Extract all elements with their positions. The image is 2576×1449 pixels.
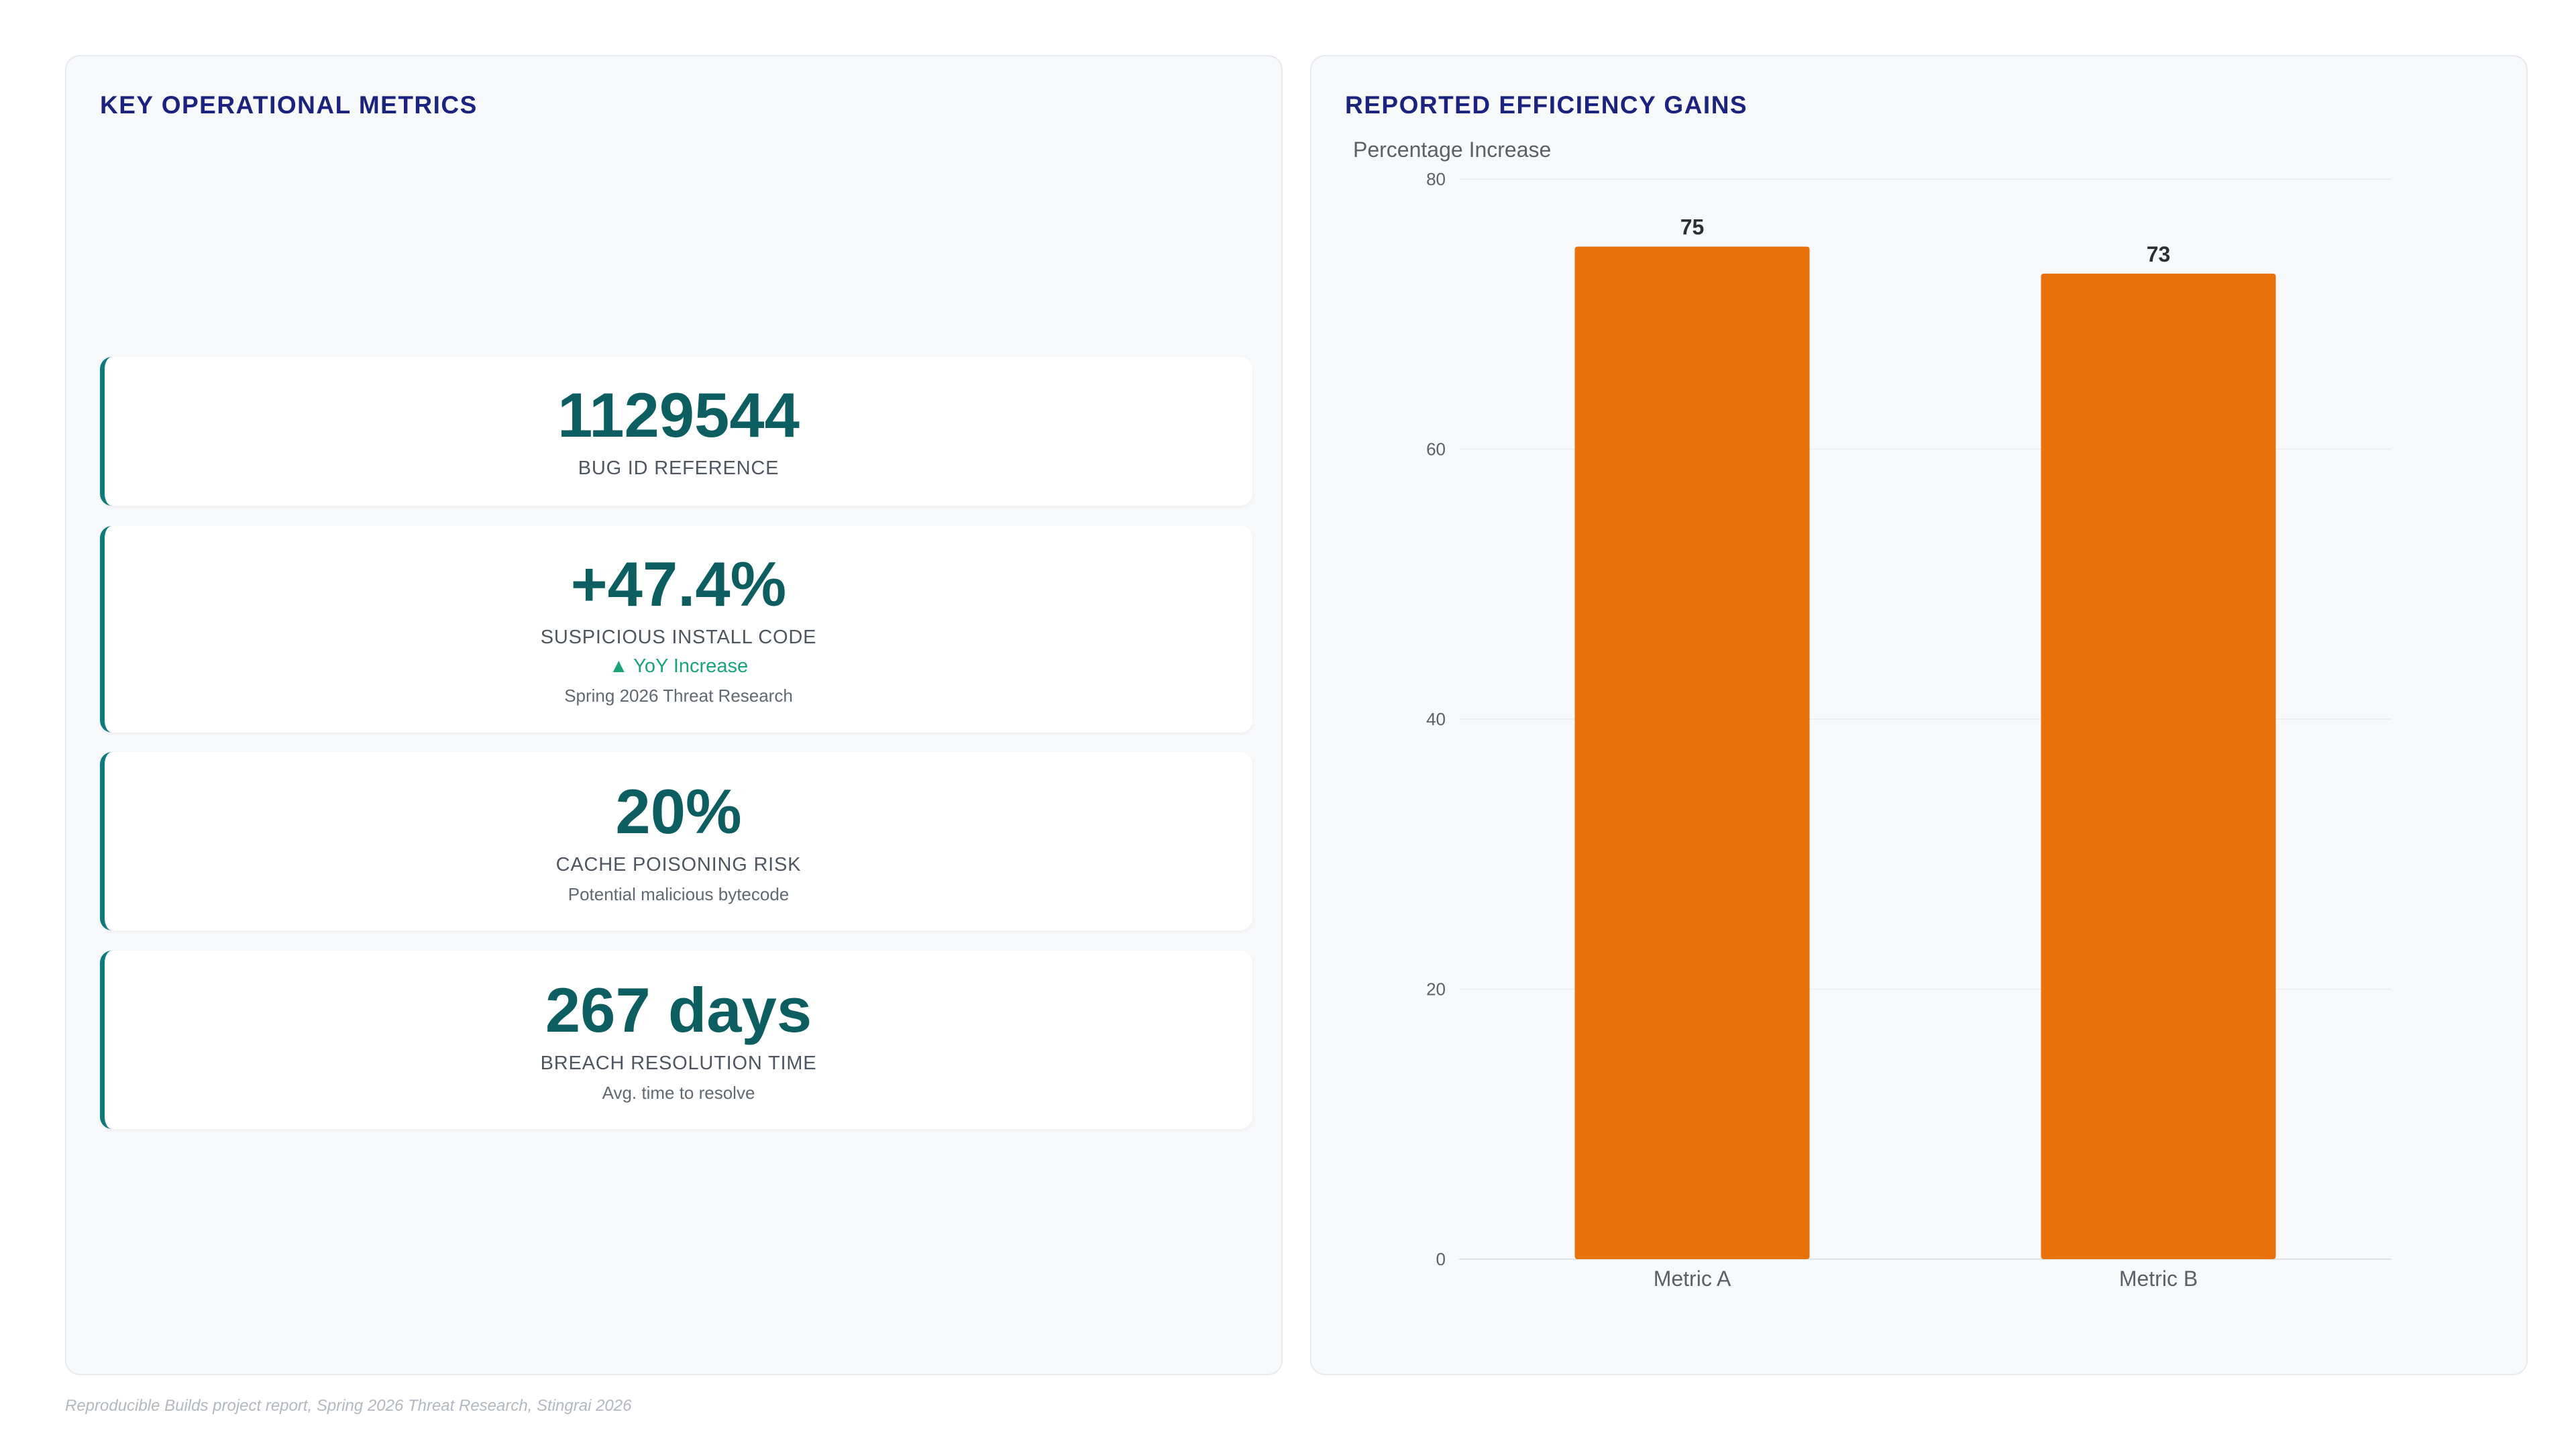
efficiency-gains-title: REPORTED EFFICIENCY GAINS (1345, 91, 1748, 119)
metric-card-bug-id: 1129544 BUG ID REFERENCE (100, 357, 1252, 506)
bar-data-label: 75 (1680, 215, 1705, 239)
y-tick-label: 60 (1426, 439, 1446, 460)
metric-value: 1129544 (557, 380, 800, 450)
y-tick-label: 0 (1436, 1249, 1446, 1269)
metric-subtext: Spring 2026 Threat Research (564, 686, 793, 706)
y-tick-label: 40 (1426, 709, 1446, 729)
metric-card-breach-resolution: 267 days BREACH RESOLUTION TIME Avg. tim… (100, 951, 1252, 1129)
bar (2041, 273, 2276, 1259)
key-metrics-title: KEY OPERATIONAL METRICS (100, 91, 478, 119)
y-tick-label: 20 (1426, 979, 1446, 1000)
efficiency-bar-chart: Percentage Increase 0 20 40 60 80 75 Metric A 73… (1353, 138, 2392, 1291)
y-tick-label: 80 (1426, 169, 1446, 189)
source-footnote: Reproducible Builds project report, Spri… (65, 1397, 632, 1415)
metric-label: BREACH RESOLUTION TIME (540, 1053, 817, 1074)
x-tick-label: Metric B (2119, 1267, 2198, 1291)
metric-card-cache-poisoning: 20% CACHE POISONING RISK Potential malic… (100, 752, 1252, 930)
metric-label: SUSPICIOUS INSTALL CODE (540, 627, 817, 648)
metric-subtext: Avg. time to resolve (602, 1083, 755, 1103)
bar (1574, 246, 1810, 1259)
metric-value: +47.4% (570, 549, 787, 619)
x-tick-label: Metric A (1654, 1267, 1731, 1291)
metric-label: CACHE POISONING RISK (555, 854, 802, 875)
metric-trend: ▲ YoY Increase (608, 655, 749, 677)
bar-data-label: 73 (2147, 242, 2171, 266)
metric-card-suspicious-install: +47.4% SUSPICIOUS INSTALL CODE ▲ YoY Inc… (100, 526, 1252, 733)
metric-label: BUG ID REFERENCE (578, 458, 780, 479)
efficiency-gains-panel: REPORTED EFFICIENCY GAINS Percentage Inc… (1310, 55, 2528, 1375)
metric-value: 20% (615, 776, 742, 847)
metric-value: 267 days (545, 975, 812, 1045)
metric-subtext: Potential malicious bytecode (568, 884, 790, 904)
y-axis-title: Percentage Increase (1353, 138, 1551, 162)
key-metrics-panel: KEY OPERATIONAL METRICS 1129544 BUG ID R… (65, 55, 1283, 1375)
